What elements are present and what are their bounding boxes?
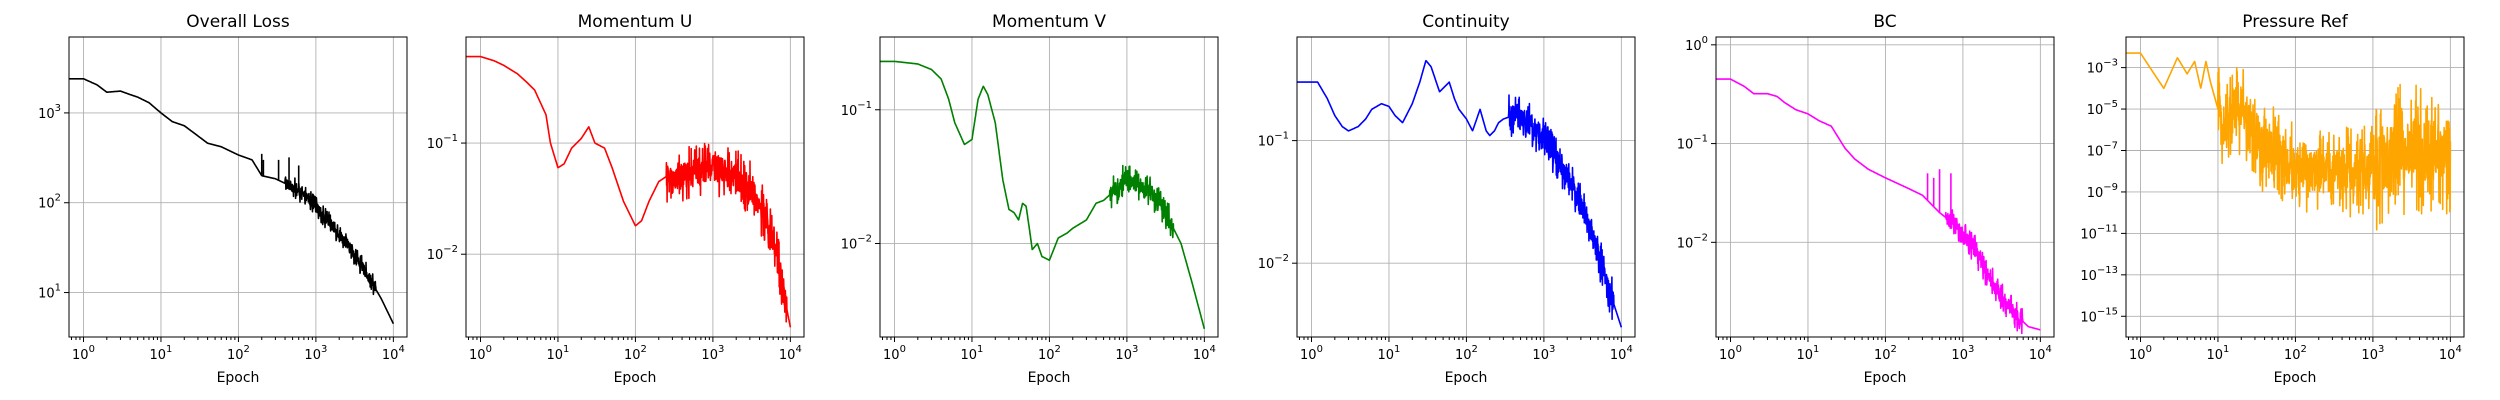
x-tick-label: 102: [1038, 344, 1061, 363]
x-tick-label: 102: [1874, 344, 1897, 363]
y-tick-label: 10−2: [427, 244, 458, 263]
y-tick-label: 10−11: [2080, 223, 2118, 242]
y-tick-label: 10−13: [2080, 265, 2118, 284]
y-tick-label: 10−1: [427, 133, 458, 152]
x-tick-label: 103: [701, 344, 724, 363]
y-tick-label: 10−15: [2080, 306, 2118, 325]
y-tick-label: 10−3: [2087, 58, 2118, 77]
x-tick-label: 102: [1455, 344, 1478, 363]
y-tick-label: 10−2: [841, 234, 872, 253]
x-tick-label: 103: [1115, 344, 1138, 363]
x-axis-label: Epoch: [217, 370, 260, 386]
x-tick-label: 103: [304, 344, 327, 363]
x-tick-label: 101: [960, 344, 983, 363]
chart-panel-5: 100 101 102 103 104 10−2 10−1 100 BC Epoch: [1677, 12, 2055, 386]
y-tick-label: 10−2: [1677, 232, 1708, 251]
x-tick-label: 104: [382, 344, 405, 363]
y-tick-label: 101: [38, 283, 61, 302]
chart-title: Continuity: [1422, 12, 1509, 32]
x-tick-label: 103: [1532, 344, 1555, 363]
x-tick-label: 102: [227, 344, 250, 363]
x-tick-label: 104: [2439, 344, 2462, 363]
series-line: [1297, 59, 1623, 328]
x-tick-label: 104: [1193, 344, 1216, 363]
x-axis-label: Epoch: [1445, 370, 1488, 386]
series-line: [1716, 78, 2041, 335]
y-tick-label: 10−9: [2087, 182, 2118, 201]
chart-title: BC: [1873, 12, 1896, 32]
x-tick-label: 103: [2361, 344, 2384, 363]
chart-title: Overall Loss: [186, 12, 290, 32]
x-tick-label: 104: [779, 344, 802, 363]
x-tick-label: 100: [1719, 344, 1742, 363]
chart-panel-2: 100 101 102 103 104 10−2 10−1 Momentum U Epoch: [427, 12, 805, 386]
y-tick-label: 10−1: [1258, 131, 1289, 150]
x-tick-label: 104: [1610, 344, 1633, 363]
y-tick-label: 10−2: [1258, 253, 1289, 272]
x-tick-label: 101: [546, 344, 569, 363]
chart-title: Momentum U: [578, 12, 693, 32]
x-tick-label: 102: [2284, 344, 2307, 363]
x-tick-label: 101: [1377, 344, 1400, 363]
x-axis-label: Epoch: [2274, 370, 2317, 386]
y-tick-label: 100: [1685, 35, 1708, 54]
chart-title: Pressure Ref: [2242, 12, 2349, 32]
x-tick-label: 100: [469, 344, 492, 363]
chart-title: Momentum V: [992, 12, 1106, 32]
x-tick-label: 100: [883, 344, 906, 363]
y-tick-label: 103: [38, 103, 61, 122]
series-line: [880, 60, 1206, 330]
series-line: [2126, 52, 2452, 231]
x-tick-label: 100: [2129, 344, 2152, 363]
x-tick-label: 102: [624, 344, 647, 363]
x-axis-label: Epoch: [614, 370, 657, 386]
x-axis-label: Epoch: [1028, 370, 1071, 386]
y-tick-label: 10−1: [841, 100, 872, 119]
chart-panel-4: 100 101 102 103 104 10−2 10−1 Continuity Epoch: [1258, 12, 1636, 386]
x-tick-label: 101: [1796, 344, 1819, 363]
y-tick-label: 10−5: [2087, 99, 2118, 118]
y-tick-label: 102: [38, 193, 61, 212]
chart-panel-6: 100 101 102 103 104 10−15 10−13 10−11 10−9 10−7 10…: [2080, 12, 2465, 386]
x-tick-label: 101: [149, 344, 172, 363]
chart-panel-1: 100 101 102 103 104 101 102 103 Overall Loss Epoc…: [38, 12, 408, 386]
y-tick-label: 10−7: [2087, 140, 2118, 159]
series-line: [466, 55, 792, 328]
x-axis-label: Epoch: [1864, 370, 1907, 386]
x-tick-label: 103: [1951, 344, 1974, 363]
x-tick-label: 100: [1300, 344, 1323, 363]
chart-panel-3: 100 101 102 103 104 10−2 10−1 Momentum V Epoch: [841, 12, 1219, 386]
series-line: [69, 78, 395, 325]
x-tick-label: 100: [72, 344, 95, 363]
x-tick-label: 104: [2029, 344, 2052, 363]
x-tick-label: 101: [2206, 344, 2229, 363]
y-tick-label: 10−1: [1677, 134, 1708, 153]
